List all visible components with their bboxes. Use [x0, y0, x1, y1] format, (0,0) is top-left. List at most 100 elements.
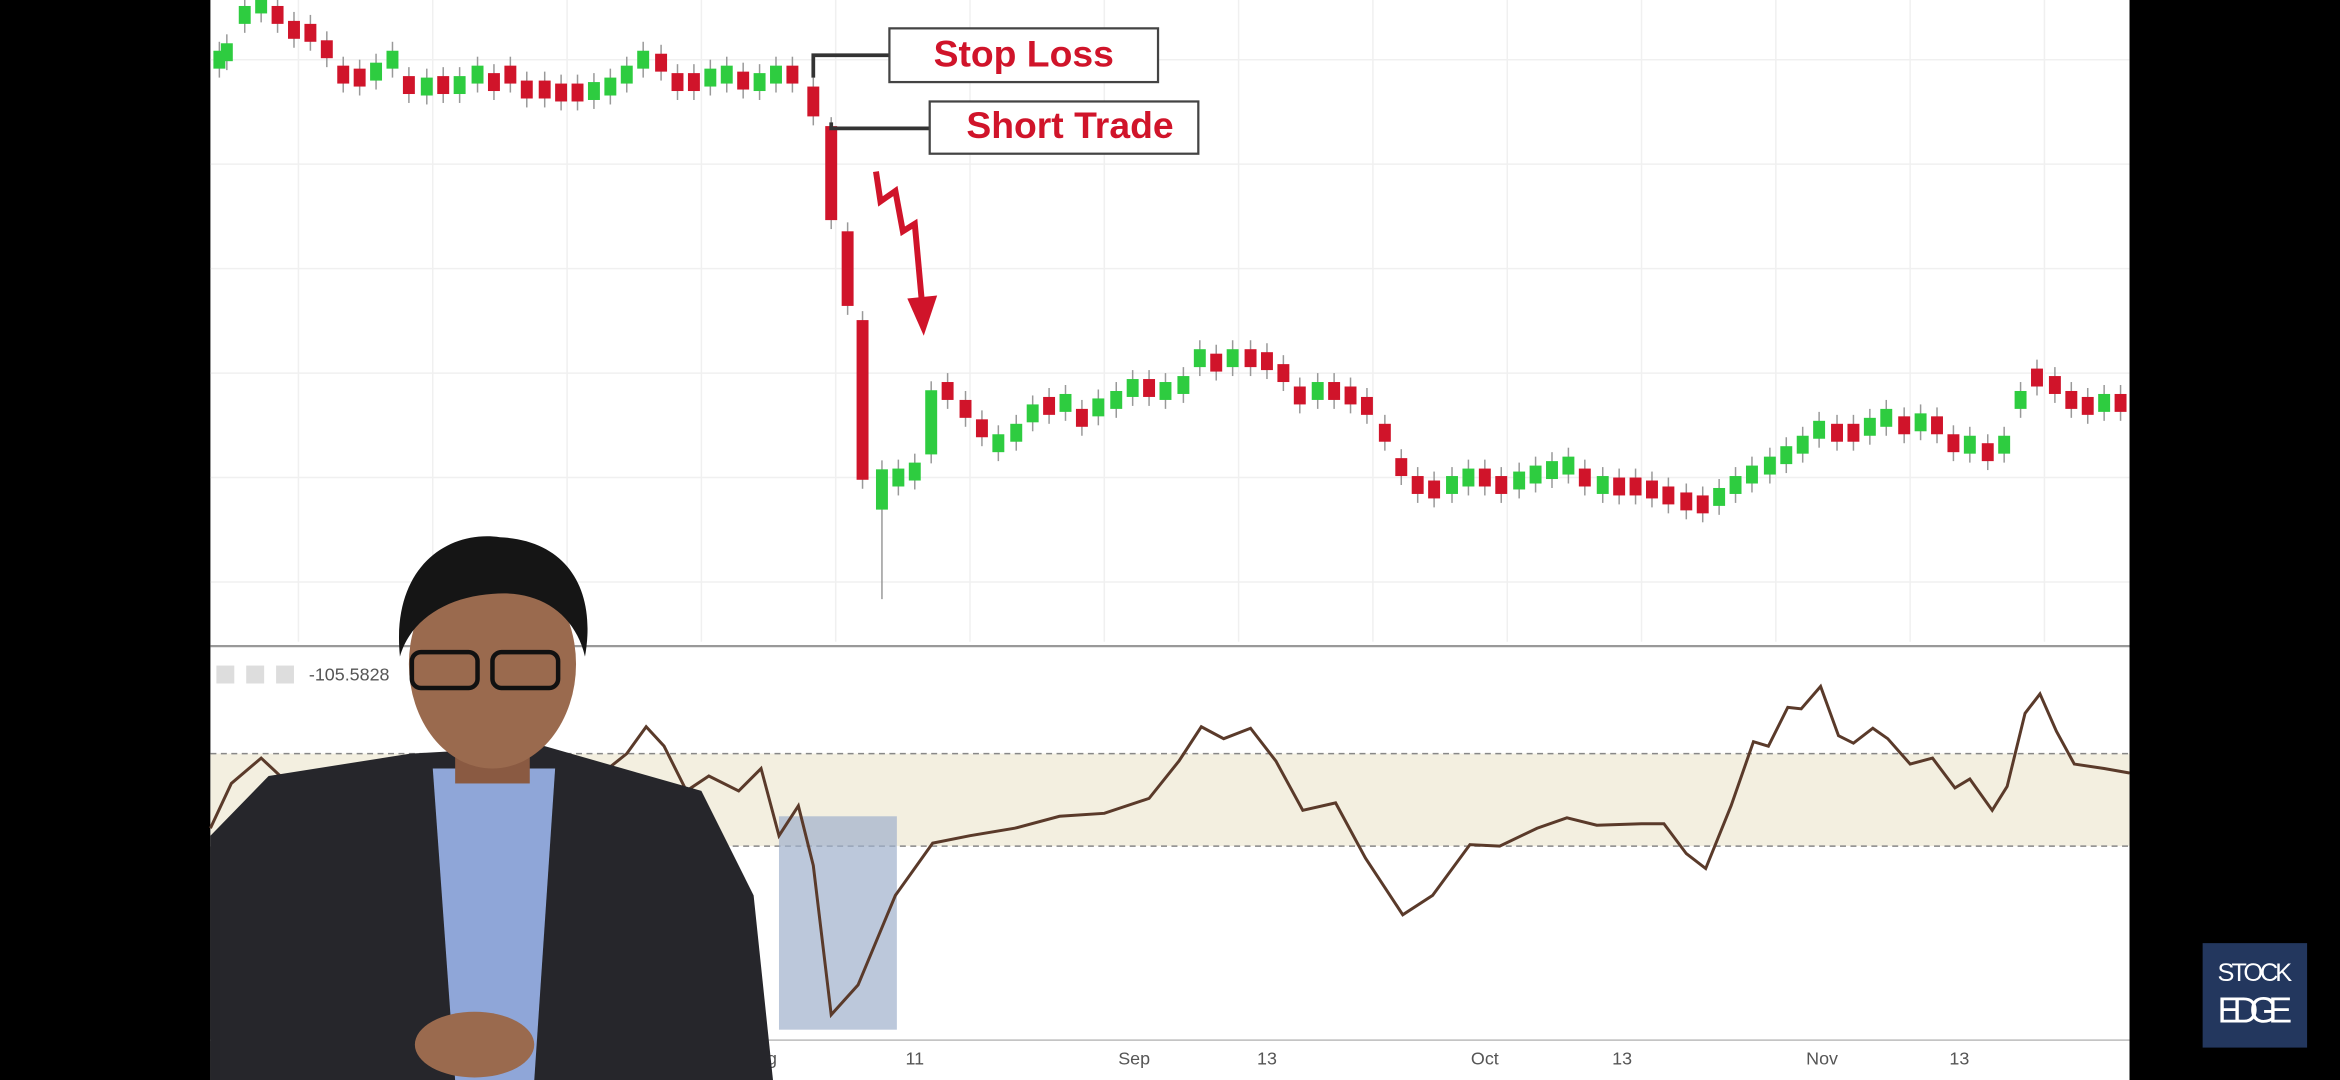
arrow	[873, 171, 926, 307]
candle-body	[1546, 461, 1558, 480]
candle-body	[1478, 468, 1491, 487]
candle-body	[1462, 468, 1475, 487]
glasses	[409, 649, 480, 691]
candle-body	[255, 0, 268, 14]
x-axis-label: Oct	[1471, 1048, 1499, 1068]
arrow-head	[907, 295, 938, 336]
candle-body	[1947, 434, 1960, 453]
candle-body	[1428, 480, 1441, 499]
candle-body	[737, 71, 750, 90]
candle-body	[213, 50, 226, 69]
candle-body	[1963, 435, 1976, 454]
candle-body	[637, 50, 650, 69]
presenter	[210, 536, 773, 1080]
candle-body	[1344, 386, 1357, 405]
candle-body	[1880, 408, 1893, 427]
annotation-box	[888, 27, 1160, 84]
candle-body	[1026, 404, 1039, 423]
candle-body	[437, 76, 450, 95]
candle-body	[1863, 417, 1876, 436]
indicator-value: -105.5828	[309, 665, 390, 685]
x-axis-label: 13	[1949, 1048, 1969, 1068]
frame-content: Aug11Sep13Oct13Nov13 -105.5828 Stop Loss…	[209, 0, 2308, 1080]
candle-body	[504, 65, 517, 84]
connector	[829, 122, 930, 131]
annotation-box	[928, 100, 1200, 155]
annotation: Stop Loss	[934, 33, 1114, 75]
highlight-box	[778, 816, 897, 1030]
candle-body	[1680, 492, 1693, 511]
hands	[414, 1011, 535, 1078]
candle-body	[1277, 364, 1290, 383]
candle-body	[238, 5, 251, 24]
candle-body	[975, 419, 988, 438]
candle-body	[420, 77, 433, 96]
candle-body	[2031, 368, 2043, 387]
candle-body	[520, 80, 533, 99]
candle-body	[2065, 390, 2078, 409]
candle-body	[288, 20, 300, 39]
candle-body	[538, 80, 551, 99]
candle-body	[1311, 382, 1324, 400]
candle-body	[1529, 465, 1542, 484]
candle-body	[1780, 446, 1793, 465]
candle-body	[304, 23, 317, 42]
candle-body	[1043, 396, 1056, 415]
candle-body	[1177, 376, 1190, 394]
candle-body	[1713, 487, 1726, 506]
candle-body	[1613, 477, 1626, 496]
candle-body	[1495, 476, 1508, 494]
candle-body	[1596, 476, 1609, 494]
candle-body	[353, 68, 366, 87]
candle-body	[1446, 476, 1458, 494]
candle-body	[320, 40, 333, 59]
candle-body	[220, 43, 233, 62]
candle-body	[1360, 396, 1373, 415]
candle-body	[671, 73, 684, 92]
logo-text: STOCK	[2218, 959, 2293, 987]
candle-body	[908, 462, 921, 481]
hair	[398, 536, 588, 657]
candle-body	[1796, 435, 1809, 454]
candle-body	[1193, 349, 1206, 368]
indicator-header: -105.5828	[216, 665, 390, 685]
candle-body	[1729, 476, 1742, 494]
candle-body	[1914, 413, 1927, 432]
candle-body	[925, 390, 938, 455]
candle-body	[1696, 495, 1709, 514]
candle-body	[271, 5, 284, 24]
candle-body	[555, 83, 568, 102]
candle-body	[753, 73, 766, 92]
candle-body	[1745, 465, 1758, 484]
icon	[216, 665, 235, 684]
candle-body	[1847, 423, 1860, 442]
candle-body	[2114, 393, 2127, 412]
candle-body	[1411, 476, 1424, 494]
candle-body	[655, 53, 668, 72]
candle-body	[587, 82, 600, 100]
candle-body	[1143, 379, 1156, 397]
x-axis-label: 13	[1257, 1048, 1277, 1068]
candle-body	[1395, 458, 1408, 477]
candle-body	[1260, 352, 1273, 371]
candle-body	[1831, 423, 1843, 442]
candle-body	[1898, 416, 1911, 435]
candle-body	[1578, 468, 1591, 487]
icon	[246, 665, 265, 684]
candle-body	[720, 65, 733, 84]
candle-body	[2098, 393, 2111, 412]
candle-body	[487, 73, 500, 92]
candle-body	[1629, 477, 1642, 496]
candle-body	[770, 65, 782, 84]
glasses	[490, 649, 561, 691]
candle-body	[992, 434, 1005, 453]
candle-body	[856, 320, 869, 480]
annotation: Short Trade	[966, 104, 1173, 146]
candle-body	[571, 83, 584, 102]
candle-body	[386, 50, 399, 69]
x-axis-label: 11	[905, 1048, 924, 1068]
logo-text: EDGE	[2218, 991, 2293, 1031]
candle-body	[1562, 456, 1575, 475]
candle-body	[1059, 393, 1072, 412]
candle-body	[1931, 416, 1943, 435]
